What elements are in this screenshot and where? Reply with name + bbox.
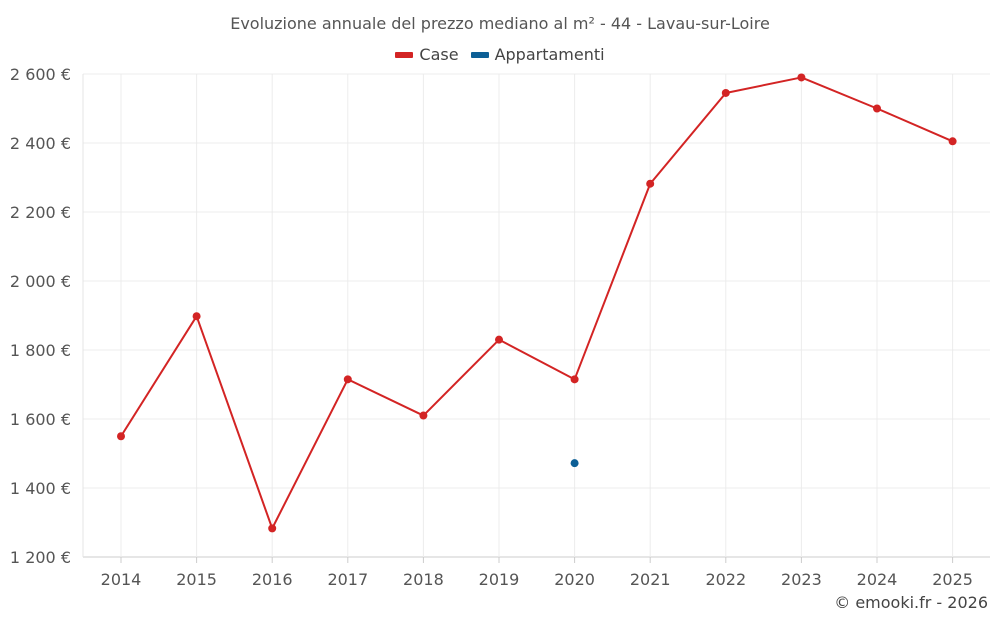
data-point-case (646, 179, 655, 188)
x-tick-label: 2018 (403, 570, 444, 589)
data-point-case (721, 88, 730, 97)
data-point-case (117, 432, 125, 441)
y-tick-label: 1 600 € (10, 410, 71, 429)
x-tick-label: 2014 (101, 570, 142, 589)
legend-item-appartamenti[interactable]: Appartamenti (470, 45, 605, 64)
legend-item-case[interactable]: Case (395, 45, 459, 64)
legend-swatch-case (395, 51, 414, 58)
data-point-case (797, 73, 806, 82)
credit-text: © emooki.fr - 2026 (834, 593, 988, 612)
x-tick-label: 2025 (932, 570, 973, 589)
legend: Case Appartamenti (0, 45, 1000, 64)
data-point-case (343, 375, 352, 384)
x-tick-label: 2021 (630, 570, 671, 589)
x-tick-label: 2020 (554, 570, 595, 589)
y-tick-label: 2 000 € (10, 272, 71, 291)
data-point-case (570, 375, 579, 384)
x-tick-label: 2023 (781, 570, 822, 589)
y-tick-label: 2 400 € (10, 134, 71, 153)
data-point-case (268, 524, 277, 533)
x-tick-label: 2019 (479, 570, 520, 589)
chart-title: Evoluzione annuale del prezzo mediano al… (230, 14, 770, 33)
legend-swatch-appartamenti (470, 51, 489, 58)
y-tick-label: 1 400 € (10, 479, 71, 498)
data-point-appartamenti (570, 459, 579, 468)
data-point-case (419, 411, 428, 420)
x-tick-label: 2016 (252, 570, 293, 589)
data-point-case (873, 104, 881, 113)
data-point-case (192, 312, 201, 321)
y-tick-label: 1 800 € (10, 341, 71, 360)
data-point-case (948, 137, 957, 146)
data-point-case (495, 335, 503, 344)
x-tick-label: 2024 (857, 570, 898, 589)
x-tick-label: 2022 (705, 570, 746, 589)
x-tick-label: 2015 (176, 570, 217, 589)
series-line-case (120, 76, 953, 530)
y-tick-label: 1 200 € (10, 548, 71, 567)
x-tick-label: 2017 (327, 570, 368, 589)
legend-label-case: Case (419, 45, 459, 64)
y-tick-label: 2 200 € (10, 203, 71, 222)
y-tick-label: 2 600 € (10, 65, 71, 84)
legend-label-appartamenti: Appartamenti (494, 45, 605, 64)
